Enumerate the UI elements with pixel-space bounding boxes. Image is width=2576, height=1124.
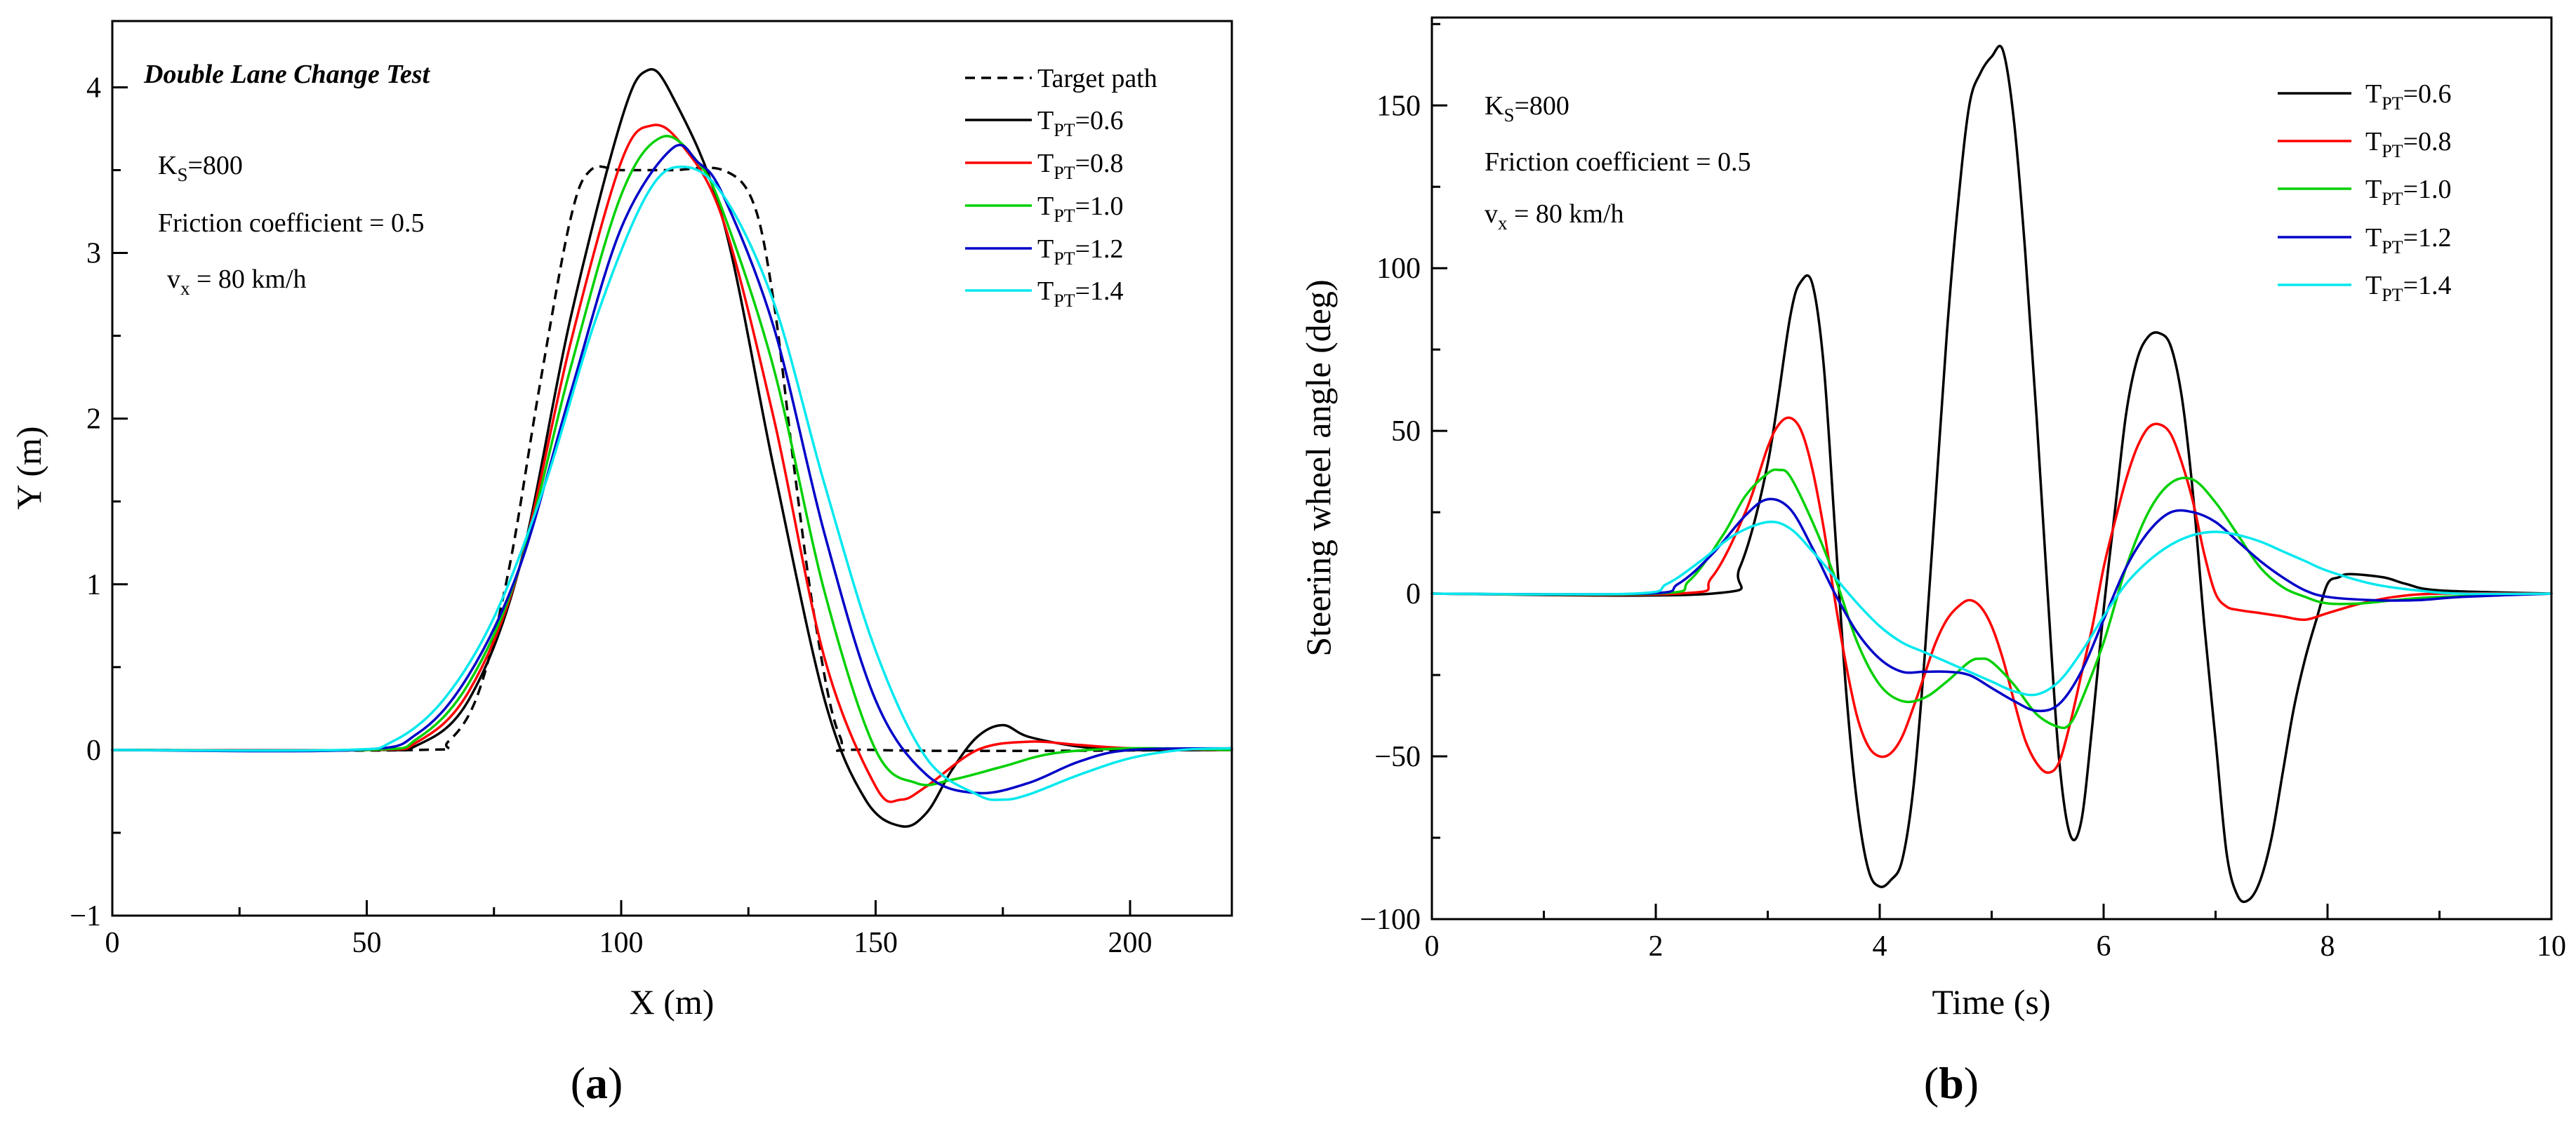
a-xtick-label: 0: [105, 927, 120, 959]
b-xtick-label: 0: [1425, 930, 1440, 963]
legend-a-item-tpt08: TPT=0.8: [965, 149, 1124, 183]
chart-b-series-tpt10: [1430, 468, 2553, 730]
chart-a-vx-annotation: vx = 80 km/h: [167, 265, 307, 299]
chart-a-series-tpt08: [111, 123, 1233, 803]
b-xtick-label: 8: [2321, 930, 2335, 963]
chart-a-series-target-path: [112, 165, 1233, 753]
b-xtick-label: 10: [2537, 930, 2566, 963]
b-ytick-label: −50: [1374, 741, 1421, 773]
legend-a-label-tpt06: TPT=0.6: [1037, 106, 1124, 140]
panel-label-b: (b): [1924, 1058, 1979, 1108]
legend-b-label-tpt06: TPT=0.6: [2365, 79, 2452, 114]
legend-a-label-tpt14: TPT=1.4: [1037, 276, 1124, 311]
legend-b-label-tpt12: TPT=1.2: [2365, 223, 2452, 257]
legend-a-item-tpt12: TPT=1.2: [965, 234, 1124, 269]
legend-b-item-tpt14: TPT=1.4: [2278, 271, 2452, 305]
chart-a-friction-annotation: Friction coefficient = 0.5: [158, 208, 425, 238]
legend-a-item-tpt06: TPT=0.6: [965, 106, 1124, 140]
b-ytick-label: 100: [1376, 253, 1421, 285]
vx-main: v: [1485, 199, 1498, 229]
ks-main: K: [1485, 91, 1504, 121]
a-xtick-label: 100: [599, 927, 644, 959]
a-ytick-label: −1: [69, 900, 101, 932]
b-ytick-label: 50: [1391, 415, 1421, 448]
chart-a-series-tpt12: [111, 143, 1233, 795]
legend-b-item-tpt08: TPT=0.8: [2278, 127, 2452, 161]
ks-value: =800: [187, 151, 242, 180]
chart-b-ks-annotation: KS=800: [1485, 91, 1569, 126]
chart-b-x-axis-title: Time (s): [1932, 982, 2050, 1022]
legend-a-label-tpt10: TPT=1.0: [1037, 192, 1124, 226]
chart-b-series-tpt12: [1430, 497, 2553, 713]
chart-b-series: [1430, 44, 2553, 904]
chart-b-vx-annotation: vx = 80 km/h: [1485, 199, 1624, 234]
a-ytick-label: 0: [86, 735, 101, 767]
legend-a-item-tpt10: TPT=1.0: [965, 192, 1124, 226]
a-ytick-label: 2: [86, 403, 101, 436]
legend-a-label-target: Target path: [1037, 64, 1157, 93]
vx-value: = 80 km/h: [1508, 199, 1624, 229]
a-ytick-label: 3: [86, 238, 101, 270]
legend-b-item-tpt12: TPT=1.2: [2278, 223, 2452, 257]
chart-a-y-axis-title: Y (m): [9, 427, 48, 510]
legend-b-label-tpt08: TPT=0.8: [2365, 127, 2452, 161]
vx-main: v: [167, 265, 180, 294]
b-ytick-label: 150: [1376, 90, 1421, 122]
chart-b-series-tpt06: [1430, 44, 2553, 904]
a-xtick-label: 200: [1108, 927, 1153, 959]
vx-sub: x: [1498, 213, 1508, 234]
b-ytick-label: 0: [1406, 578, 1421, 610]
panel-label-a: (a): [571, 1058, 623, 1108]
ks-sub: S: [177, 164, 187, 185]
chart-b-tick-labels: 0 2 4 6 8 10 −100 −50 0 50 100 150: [1360, 90, 2566, 963]
legend-b-label-tpt10: TPT=1.0: [2365, 175, 2452, 209]
chart-a-title: Double Lane Change Test: [143, 60, 431, 89]
a-xtick-label: 150: [854, 927, 898, 959]
legend-b-item-tpt10: TPT=1.0: [2278, 175, 2452, 209]
b-ytick-label: −100: [1360, 904, 1421, 936]
ks-main: K: [158, 151, 178, 180]
chart-b-series-tpt08: [1430, 416, 2553, 774]
ks-sub: S: [1503, 105, 1514, 126]
vx-value: = 80 km/h: [190, 265, 307, 294]
chart-a-series-tpt06: [111, 68, 1233, 828]
b-xtick-label: 2: [1649, 930, 1664, 963]
b-xtick-label: 6: [2097, 930, 2111, 963]
chart-b-frame: [1430, 16, 2553, 921]
chart-a-frame: [111, 20, 1233, 917]
a-ytick-label: 4: [86, 72, 101, 104]
chart-panel-b: 0 2 4 6 8 10 −100 −50 0 50 100 150 Time (s) Steerin…: [1299, 16, 2566, 1108]
ks-value: =800: [1514, 91, 1569, 121]
chart-a-series-tpt14: [111, 166, 1233, 801]
a-xtick-label: 50: [352, 927, 382, 959]
chart-a-ks-annotation: KS=800: [158, 151, 243, 185]
legend-b-item-tpt06: TPT=0.6: [2278, 79, 2452, 114]
chart-a-series: [111, 68, 1233, 828]
chart-b-legend: TPT=0.6 TPT=0.8 TPT=1.0 TPT=1.2 TPT=1.4: [2278, 79, 2452, 305]
legend-a-item-target: Target path: [965, 64, 1157, 93]
chart-a-x-axis-title: X (m): [630, 982, 715, 1022]
chart-a-legend: Target path TPT=0.6 TPT=0.8 TPT=1.0 TPT=…: [965, 64, 1157, 311]
chart-b-friction-annotation: Friction coefficient = 0.5: [1485, 147, 1751, 177]
legend-b-label-tpt14: TPT=1.4: [2365, 271, 2452, 305]
a-ytick-label: 1: [86, 569, 101, 601]
legend-a-item-tpt14: TPT=1.4: [965, 276, 1124, 311]
b-xtick-label: 4: [1873, 930, 1887, 963]
legend-a-label-tpt08: TPT=0.8: [1037, 149, 1124, 183]
chart-b-y-axis-title: Steering wheel angle (deg): [1299, 279, 1338, 656]
vx-sub: x: [180, 278, 190, 299]
legend-a-label-tpt12: TPT=1.2: [1037, 234, 1124, 269]
chart-b-series-tpt14: [1430, 520, 2553, 697]
